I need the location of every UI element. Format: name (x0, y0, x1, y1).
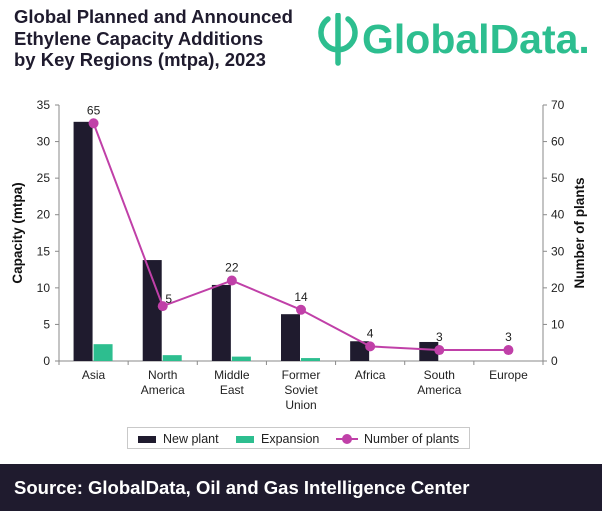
data-label-number-of-plants: 3 (505, 330, 512, 344)
x-tick-label: America (141, 383, 185, 397)
bar-new-plant (142, 260, 162, 361)
y-tick-label-left: 35 (37, 98, 51, 112)
legend-item-expansion: Expansion (236, 431, 319, 447)
y-tick-label-left: 10 (37, 281, 51, 295)
legend-swatch-expansion (236, 435, 254, 443)
globaldata-logo: GlobalData. (312, 12, 598, 67)
y-axis-title-right: Number of plants (572, 177, 587, 288)
y-tick-label-right: 50 (551, 171, 565, 185)
x-tick-label: South (424, 368, 455, 382)
data-label-number-of-plants: 5 (165, 292, 172, 306)
y-tick-label-right: 60 (551, 135, 565, 149)
legend-item-number-of-plants: Number of plants (336, 431, 459, 447)
point-number-of-plants (365, 341, 376, 352)
x-tick-label: Soviet (284, 383, 318, 397)
brand-name: GlobalData. (362, 16, 590, 62)
x-tick-label: Former (282, 368, 321, 382)
bar-new-plant (350, 341, 370, 361)
data-label-number-of-plants: 4 (367, 326, 374, 340)
data-label-number-of-plants: 22 (225, 261, 239, 275)
x-tick-label: Middle (214, 368, 250, 382)
y-tick-label-right: 0 (551, 354, 558, 368)
y-tick-label-right: 30 (551, 244, 565, 258)
bar-new-plant (211, 284, 231, 361)
legend-item-new-plant: New plant (138, 431, 219, 447)
point-number-of-plants (503, 345, 514, 356)
y-tick-label-left: 15 (37, 244, 51, 258)
x-tick-label: Union (285, 398, 316, 412)
y-tick-label-right: 70 (551, 98, 565, 112)
legend-swatch-new-plant (138, 435, 156, 443)
y-tick-label-right: 40 (551, 208, 565, 222)
chart-legend: New plant Expansion Number of plants (127, 427, 470, 449)
x-tick-label: Asia (82, 368, 106, 382)
data-label-number-of-plants: 3 (436, 330, 443, 344)
y-tick-label-right: 20 (551, 281, 565, 295)
x-tick-label: East (220, 383, 245, 397)
point-number-of-plants (157, 301, 168, 312)
y-tick-label-left: 25 (37, 171, 51, 185)
y-tick-label-left: 5 (43, 317, 50, 331)
bar-expansion (93, 344, 113, 361)
chart-title-line: Ethylene Capacity Additions (14, 27, 264, 49)
x-tick-label: Africa (355, 368, 386, 382)
chart-title-line: Global Planned and Announced (14, 6, 293, 27)
point-number-of-plants (296, 304, 306, 315)
data-label-number-of-plants: 65 (87, 103, 101, 117)
legend-label-number-of-plants: Number of plants (364, 432, 460, 446)
y-axis-title-left: Capacity (mtpa) (10, 182, 25, 283)
bar-expansion (231, 356, 251, 361)
legend-label-new-plant: New plant (163, 432, 219, 446)
globaldata-logo-icon (318, 12, 358, 66)
bar-new-plant (419, 341, 439, 361)
data-label-number-of-plants: 14 (294, 290, 308, 304)
point-number-of-plants (226, 275, 237, 286)
point-number-of-plants (434, 345, 445, 356)
y-tick-label-left: 30 (37, 135, 51, 149)
source-footer: Source: GlobalData, Oil and Gas Intellig… (0, 464, 602, 511)
y-tick-label-left: 0 (43, 354, 50, 368)
point-number-of-plants (88, 118, 99, 129)
chart-title-line: by Key Regions (mtpa), 2023 (14, 49, 266, 70)
bar-expansion (162, 355, 182, 361)
legend-label-expansion: Expansion (261, 432, 320, 446)
y-tick-label-left: 20 (37, 208, 51, 222)
chart-title: Global Planned and Announced Ethylene Ca… (14, 6, 314, 71)
x-tick-label: Europe (489, 368, 528, 382)
bar-new-plant (73, 121, 93, 361)
bar-new-plant (281, 314, 300, 361)
x-tick-label: America (417, 383, 461, 397)
bar-expansion (301, 358, 320, 361)
y-tick-label-right: 10 (551, 317, 565, 331)
legend-swatch-number-of-plants (336, 431, 358, 447)
x-tick-label: North (148, 368, 177, 382)
